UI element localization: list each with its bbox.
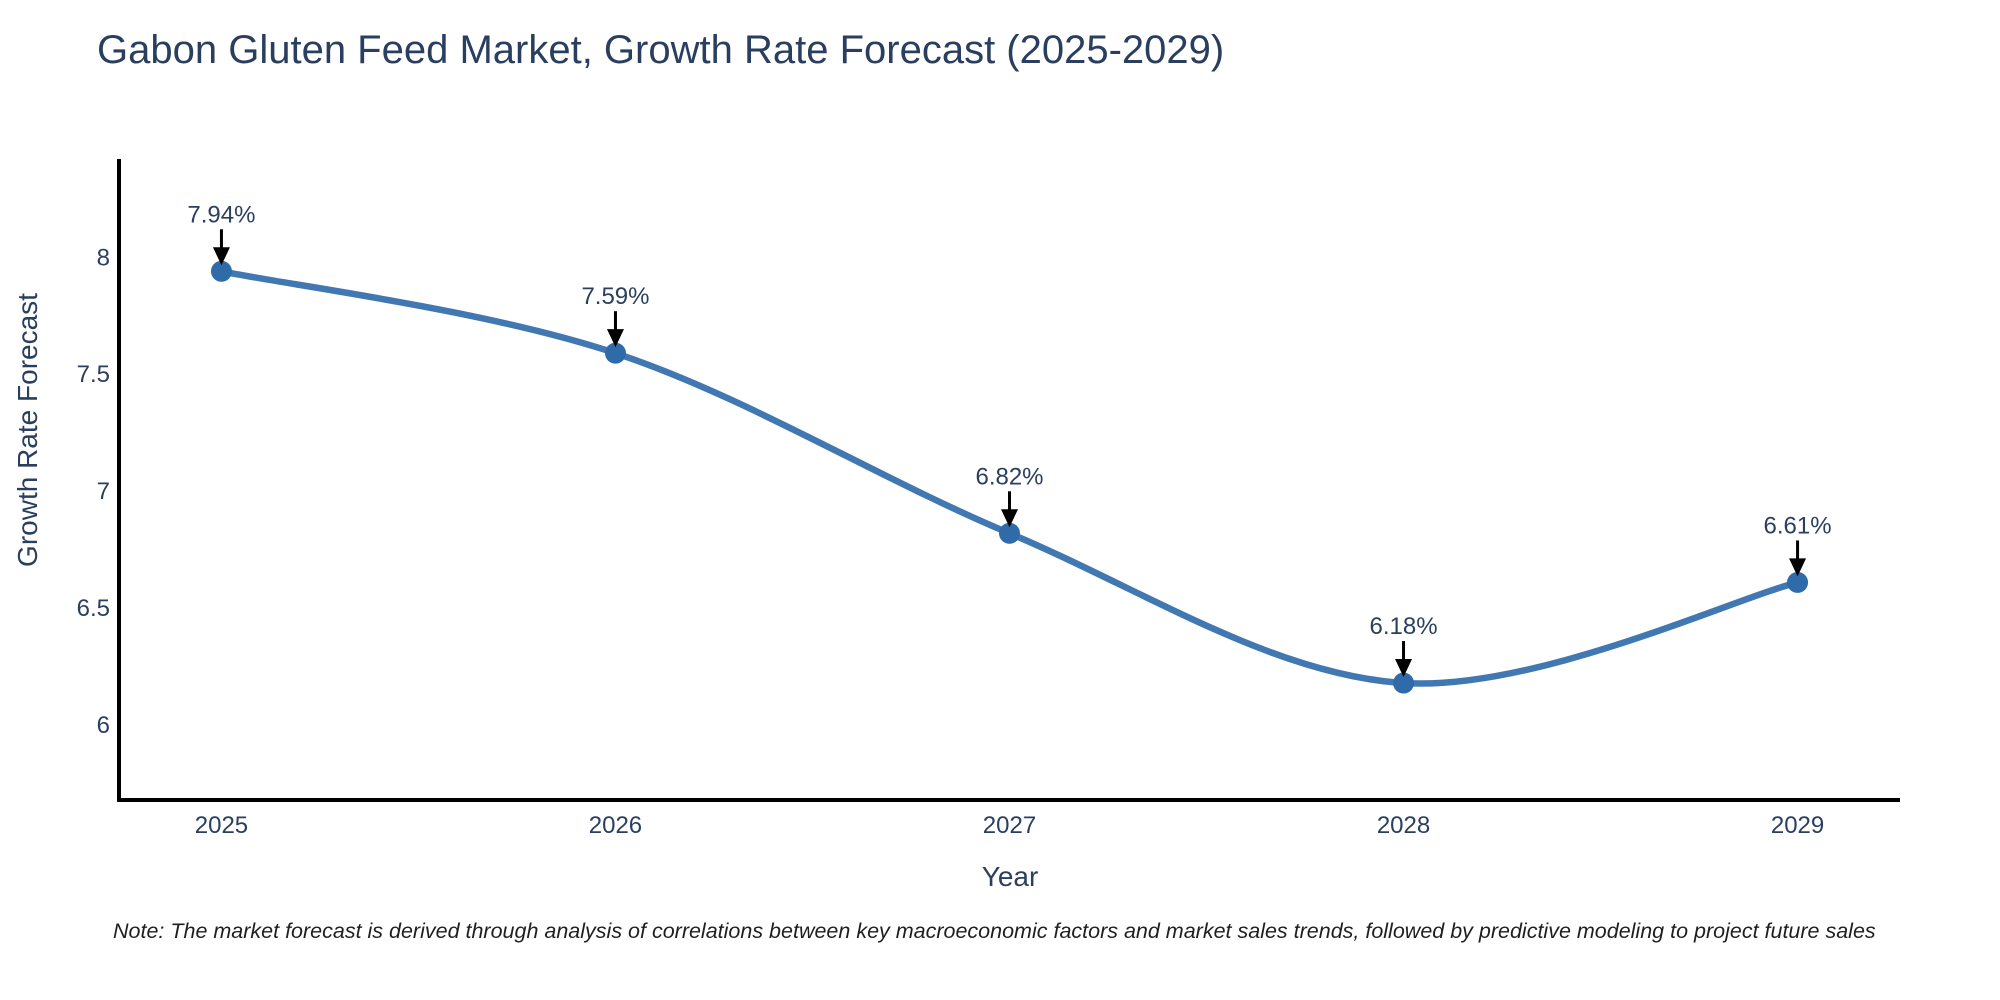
- annotation-arrow-head-icon: [1001, 509, 1018, 528]
- annotation-label: 7.59%: [581, 283, 649, 310]
- x-tick-label: 2025: [195, 812, 248, 839]
- annotation-label: 6.82%: [975, 463, 1043, 490]
- annotation-arrow-head-icon: [1789, 558, 1807, 577]
- y-tick-label: 7: [97, 478, 110, 505]
- x-tick-label: 2027: [983, 812, 1036, 839]
- annotation-label: 6.18%: [1369, 613, 1437, 640]
- footnote: Note: The market forecast is derived thr…: [113, 919, 1876, 943]
- data-point-marker: [210, 260, 232, 282]
- y-tick-label: 6.5: [77, 595, 110, 622]
- annotation-label: 6.61%: [1764, 512, 1832, 539]
- chart-title: Gabon Gluten Feed Market, Growth Rate Fo…: [97, 28, 1225, 72]
- annotation-arrow-head-icon: [212, 247, 230, 266]
- data-point-marker: [604, 342, 626, 364]
- y-tick-label: 6: [97, 712, 110, 739]
- annotation-label: 7.94%: [187, 201, 255, 228]
- annotation-arrow-head-icon: [606, 329, 624, 348]
- y-tick-label: 8: [97, 244, 110, 271]
- x-tick-label: 2029: [1771, 812, 1824, 839]
- data-point-marker: [1393, 672, 1415, 694]
- x-tick-label: 2026: [589, 812, 642, 839]
- y-tick-label: 7.5: [77, 361, 110, 388]
- annotation-arrow-head-icon: [1395, 659, 1413, 678]
- x-tick-label: 2028: [1377, 812, 1430, 839]
- x-axis-title: Year: [981, 861, 1039, 892]
- data-point-marker: [1787, 571, 1809, 593]
- data-point-marker: [999, 522, 1020, 544]
